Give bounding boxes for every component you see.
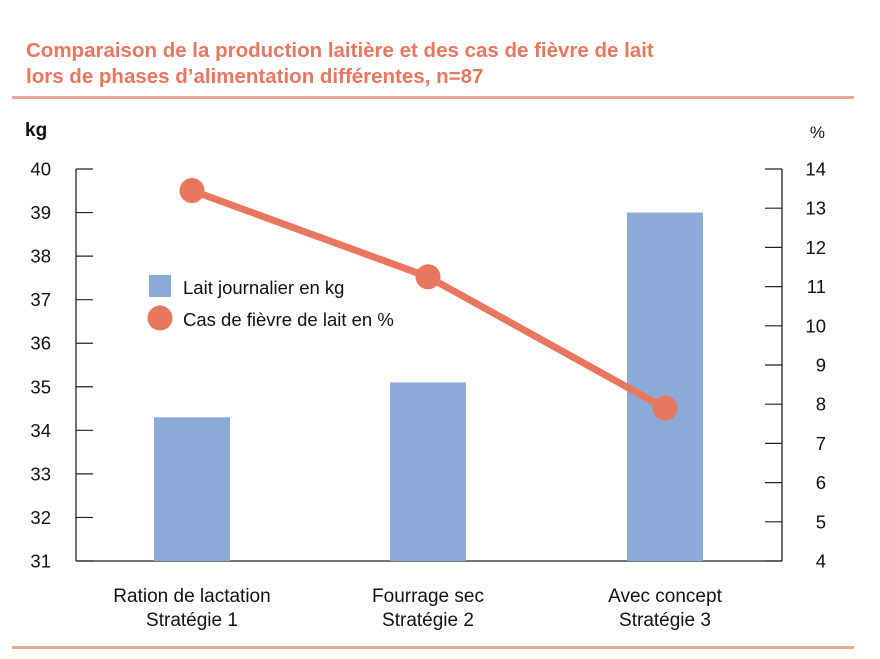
marker-fievre-de-lait: [415, 264, 441, 290]
y-right-tick-label: 12: [805, 237, 826, 258]
chart-title-line-1: Comparaison de la production laitière et…: [26, 39, 654, 62]
y-right-tick-label: 11: [807, 276, 826, 297]
x-category-label-line2: Stratégie 2: [382, 610, 474, 631]
y-right-tick-label: 8: [816, 394, 826, 415]
x-category-label-line1: Fourrage sec: [372, 586, 484, 607]
footer-divider: [12, 646, 854, 649]
bar-lait-journalier: [390, 382, 466, 561]
bar-lait-journalier: [154, 417, 230, 561]
y-left-tick-label: 32: [30, 507, 51, 528]
legend-label-bar: Lait journalier en kg: [183, 277, 344, 298]
y-right-axis-label: %: [810, 123, 825, 142]
y-right-tick-label: 10: [805, 315, 826, 336]
y-left-tick-label: 31: [30, 551, 51, 572]
y-right-tick-label: 4: [816, 551, 826, 572]
y-left-tick-label: 40: [30, 159, 51, 180]
line-fievre-de-lait: [188, 187, 669, 412]
title-divider: [12, 96, 854, 99]
chart-title: Comparaison de la production laitière et…: [26, 38, 856, 90]
y-left-tick-label: 37: [30, 289, 51, 310]
y-right-tick-label: 9: [816, 355, 826, 376]
y-right-tick-label: 7: [816, 433, 826, 454]
x-category-label-line2: Stratégie 3: [619, 610, 711, 631]
legend-label-line: Cas de fièvre de lait en %: [183, 309, 394, 330]
legend-swatch-line: [147, 305, 173, 331]
y-left-axis-label: kg: [25, 120, 47, 141]
x-category-label-line1: Avec concept: [608, 586, 722, 607]
y-right-tick-label: 14: [805, 159, 826, 180]
y-right-tick-label: 13: [805, 198, 826, 219]
y-left-tick-label: 39: [30, 202, 51, 223]
legend-swatch-bar: [149, 275, 171, 297]
marker-fievre-de-lait: [652, 395, 678, 421]
bar-lait-journalier: [627, 212, 703, 562]
x-category-label-line2: Stratégie 1: [146, 610, 238, 631]
marker-fievre-de-lait: [179, 178, 205, 204]
y-right-tick-label: 6: [816, 472, 826, 493]
y-left-tick-label: 33: [30, 463, 51, 484]
x-category-label-line1: Ration de lactation: [113, 586, 270, 607]
y-left-tick-label: 34: [30, 420, 51, 441]
y-left-tick-label: 36: [30, 333, 51, 354]
y-left-tick-label: 38: [30, 246, 51, 267]
y-right-tick-label: 5: [816, 511, 826, 532]
chart-title-line-2: lors de phases d’alimentation différente…: [26, 65, 484, 88]
y-left-tick-label: 35: [30, 376, 51, 397]
